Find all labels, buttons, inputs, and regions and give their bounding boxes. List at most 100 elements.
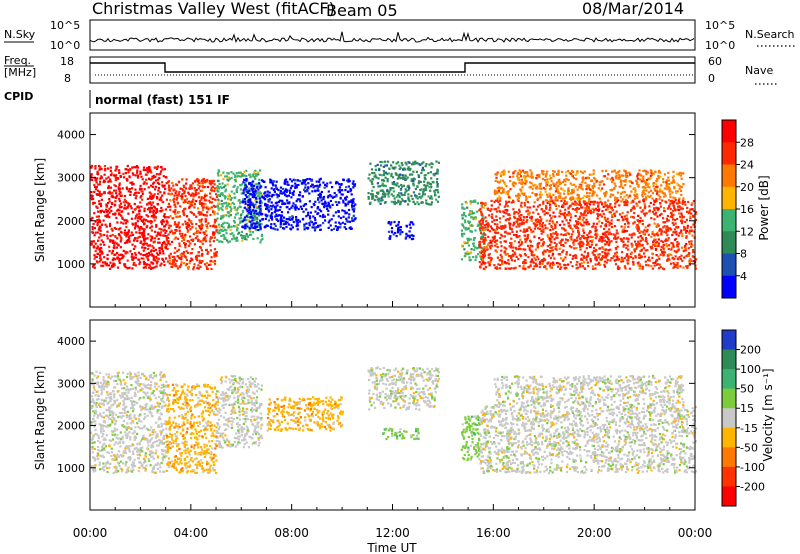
power-colorbar-swatch-0 [722,120,736,143]
freq-tick-top: 18 [60,55,74,68]
velocity-colorbar-swatch-0 [722,330,736,351]
x-tick-label-2: 08:00 [274,526,309,540]
power-colorbar-label-3: 16 [740,203,754,216]
velocity-y-axis: 1000 2000 3000 4000 [57,335,696,510]
velocity-colorbar-swatch-3 [722,388,736,409]
freq-trace [90,62,695,76]
noise-panel-frame [89,19,696,51]
velocity-region-6 [460,415,481,462]
velocity-ytick-label-2: 3000 [57,377,85,390]
freq-tick-bottom: 8 [64,72,71,85]
velocity-colorbar-swatch-2 [722,369,736,390]
velocity-colorbar-label: Velocity [m s⁻¹] [761,368,775,461]
power-colorbar-swatch-6 [722,253,736,277]
power-colorbar-label-4: 20 [740,181,754,194]
noise-line [89,31,695,44]
noise-left-label: N.Sky [4,28,36,41]
power-y-axis: 1000 2000 3000 4000 [57,129,696,307]
nave-tick-top: 60 [708,55,722,68]
velocity-colorbar-label-0: 200 [740,344,761,357]
power-ytick-label-0: 1000 [57,258,85,271]
freq-label-line1: Freq. [4,54,31,67]
velocity-colorbar-label-1: 100 [740,363,761,376]
velocity-colorbar-label-4: -15 [740,422,758,435]
cpid-value: normal (fast) 151 IF [95,93,230,107]
velocity-ytick-label-1: 2000 [57,420,85,433]
nave-label: Nave [745,64,773,77]
velocity-colorbar-label-3: 15 [740,402,754,415]
noise-right-tick-top: 10^5 [705,19,735,32]
power-colorbar-label-6: 28 [740,136,754,149]
velocity-region-0 [90,370,168,475]
power-y-label: Slant Range [km] [33,158,47,262]
power-region-5 [387,220,415,241]
velocity-ytick-label-0: 1000 [57,462,85,475]
noise-left-tick-top: 10^5 [50,19,80,32]
nave-tick-bottom: 0 [708,72,715,85]
noise-right-tick-bottom: 10^0 [705,39,735,52]
velocity-colorbar-swatch-5 [722,427,736,448]
velocity-colorbar-label-2: 50 [740,383,754,396]
velocity-ytick-label-3: 4000 [57,335,85,348]
velocity-region-5 [382,427,420,441]
power-colorbar-swatch-4 [722,209,736,232]
power-colorbar-label-1: 8 [740,248,747,261]
power-colorbar-swatch-3 [722,186,736,210]
beam-title: Beam 05 [326,1,398,20]
station-title: Christmas Valley West (fitACF) [92,0,335,18]
velocity-colorbar-swatch-8 [722,486,736,507]
power-colorbar-swatch-7 [722,275,736,299]
x-tick-label-1: 04:00 [174,526,209,540]
power-region-4 [367,160,440,206]
power-region-2 [216,169,264,244]
power-colorbar-label-0: 4 [740,270,747,283]
velocity-region-1 [165,383,219,475]
x-tick-label-4: 16:00 [476,526,511,540]
velocity-panel-frame [89,319,696,511]
noise-sky-trace [89,31,695,44]
power-data-layer [90,160,698,271]
cpid-label: CPID [4,90,33,103]
power-panel-frame [89,112,696,308]
power-region-8 [493,169,685,202]
date-title: 08/Mar/2014 [582,0,684,18]
velocity-region-8 [493,374,685,407]
velocity-y-label: Slant Range [km] [33,366,47,470]
freq-label-line2: [MHz] [4,66,36,79]
freq-line [90,62,695,73]
power-ytick-label-1: 2000 [57,215,85,228]
velocity-colorbar-label-6: -100 [740,461,765,474]
power-region-3 [241,177,357,232]
power-colorbar-swatch-2 [722,164,736,188]
x-tick-label-6: 00:00 [678,526,713,540]
velocity-colorbar: 200 100 50 15 -15 -50 -100 -200 [721,329,765,507]
velocity-colorbar-frame [721,329,737,507]
velocity-colorbar-label-5: -50 [740,441,758,454]
freq-panel-frame [89,56,696,84]
power-region-1 [165,177,219,271]
power-ytick-label-2: 3000 [57,172,85,185]
velocity-region-3 [266,396,344,432]
velocity-data-layer [90,366,698,475]
velocity-colorbar-swatch-6 [722,447,736,468]
power-colorbar-label-2: 12 [740,225,754,238]
power-colorbar: 4 8 12 16 20 24 28 [721,119,754,299]
x-tick-label-3: 12:00 [375,526,410,540]
time-x-axis: 00:00 04:00 08:00 12:00 16:00 20:00 00:00 [73,526,713,540]
velocity-colorbar-swatch-7 [722,466,736,487]
power-colorbar-label-5: 24 [740,159,754,172]
power-colorbar-label: Power [dB] [757,175,771,240]
power-colorbar-swatch-5 [722,231,736,254]
noise-left-tick-bottom: 10^0 [50,39,80,52]
velocity-colorbar-swatch-4 [722,408,736,429]
velocity-colorbar-swatch-1 [722,349,736,370]
power-region-7 [478,199,698,271]
velocity-region-2 [216,374,264,449]
velocity-region-4 [367,366,440,411]
x-axis-label: Time UT [366,541,417,554]
x-tick-label-5: 20:00 [577,526,612,540]
power-colorbar-swatch-1 [722,142,736,165]
noise-right-label: N.Search [745,28,795,41]
power-region-0 [90,164,168,270]
